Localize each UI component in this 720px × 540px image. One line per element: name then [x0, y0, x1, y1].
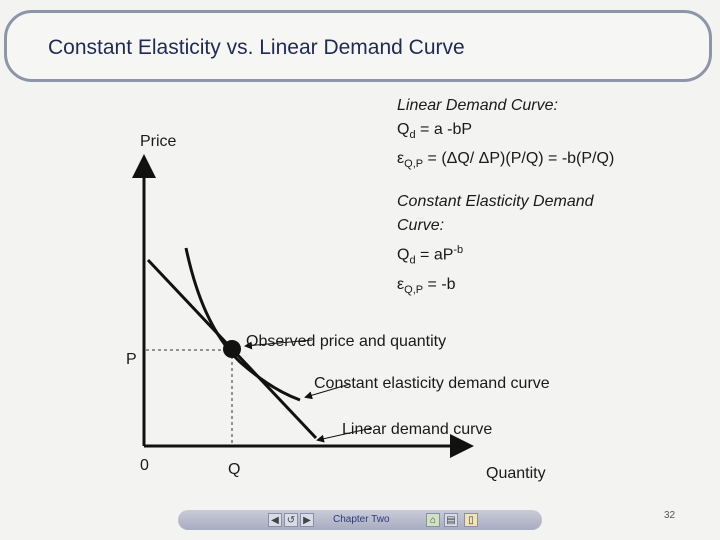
- constant-elasticity: εQ,P = -b: [397, 275, 456, 296]
- linear-demand-block: Linear Demand Curve: Qd = a -bP εQ,P = (…: [397, 94, 614, 176]
- linear-heading: Linear Demand Curve:: [397, 97, 558, 114]
- document-icon[interactable]: ▯: [464, 513, 478, 527]
- constant-elasticity-block: Constant Elasticity Demand Curve: Qd = a…: [397, 190, 594, 302]
- page-number: 32: [664, 510, 676, 521]
- chapter-label: Chapter Two: [333, 514, 390, 525]
- next-arrow-icon[interactable]: ▶: [300, 513, 314, 527]
- constant-curve-annotation: Constant elasticity demand curve: [314, 375, 550, 392]
- y-axis-label: Price: [140, 133, 177, 150]
- constant-heading-line1: Constant Elasticity Demand: [397, 193, 594, 210]
- constant-equation: Qd = aP-b: [397, 244, 464, 267]
- slide-title: Constant Elasticity vs. Linear Demand Cu…: [48, 36, 465, 59]
- title-box: [4, 10, 712, 82]
- observed-pointer: [244, 339, 313, 350]
- return-icon[interactable]: ↺: [284, 513, 298, 527]
- linear-elasticity: εQ,P = (ΔQ/ ΔP)(P/Q) = -b(P/Q): [397, 150, 615, 171]
- constant-curve-pointer: [304, 383, 351, 400]
- linear-equation: Qd = a -bP: [397, 121, 473, 142]
- constant-elasticity-curve: [184, 247, 301, 402]
- linear-curve-pointer: [316, 427, 373, 443]
- home-icon[interactable]: ⌂: [426, 513, 440, 527]
- p-tick-label: P: [126, 351, 137, 368]
- x-axis-label: Quantity: [486, 465, 546, 482]
- q-tick-label: Q: [228, 461, 241, 478]
- observed-annotation: Observed price and quantity: [246, 333, 447, 350]
- origin-label: 0: [140, 457, 149, 474]
- book-icon[interactable]: ▤: [444, 513, 458, 527]
- slide-navigation-bar: ◀ ↺ ▶ Chapter Two ⌂ ▤ ▯: [178, 510, 542, 530]
- prev-arrow-icon[interactable]: ◀: [268, 513, 282, 527]
- constant-heading-line2: Curve:: [397, 217, 445, 234]
- observed-point: [223, 340, 241, 358]
- linear-curve-annotation: Linear demand curve: [342, 421, 493, 438]
